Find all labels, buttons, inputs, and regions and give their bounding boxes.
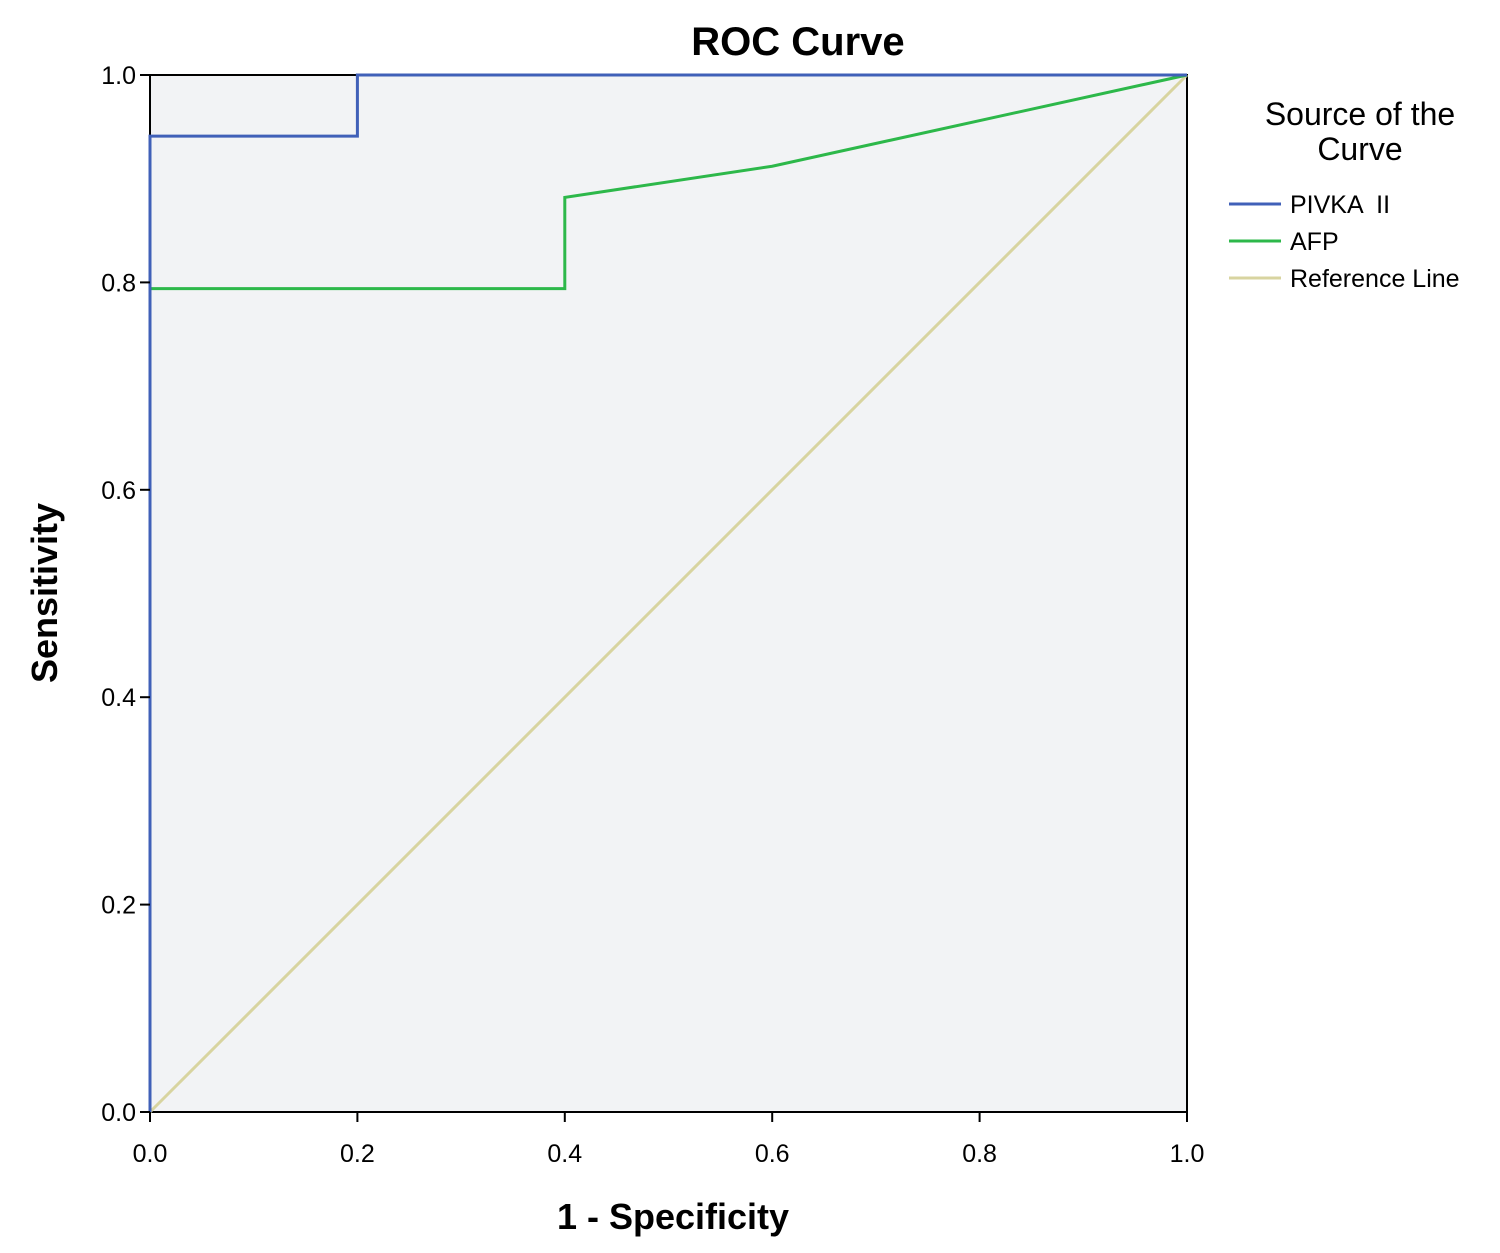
legend-title-line-1: Source of the xyxy=(1265,96,1455,132)
y-tick-label: 0.2 xyxy=(101,892,136,920)
x-axis-label: 1 - Specificity xyxy=(557,1196,789,1237)
series-line-pivka-ii xyxy=(148,73,1187,1112)
x-tick-label: 0.6 xyxy=(755,1140,790,1168)
y-tick-label: 1.0 xyxy=(101,62,136,90)
y-tick-label: 0.6 xyxy=(101,477,136,505)
legend: Source of the Curve PIVKA II AFP Reference… xyxy=(1229,96,1460,293)
y-axis-ticks: 0.0 0.2 0.4 0.6 0.8 1.0 xyxy=(101,62,150,1127)
x-axis-ticks: 0.0 0.2 0.4 0.6 0.8 1.0 xyxy=(133,1112,1205,1168)
y-tick-label: 0.4 xyxy=(101,684,136,712)
chart-title: ROC Curve xyxy=(691,20,904,64)
x-tick-label: 1.0 xyxy=(1170,1140,1205,1168)
series-line-reference-line xyxy=(148,73,1189,1114)
reference-layer xyxy=(148,73,1189,1114)
legend-title-line-2: Curve xyxy=(1317,131,1402,167)
legend-label-afp: AFP xyxy=(1290,228,1339,256)
y-axis-label: Sensitivity xyxy=(24,503,65,683)
series-layer xyxy=(148,73,1188,1112)
x-tick-label: 0.8 xyxy=(962,1140,997,1168)
legend-label-reference-line: Reference Line xyxy=(1290,265,1460,293)
y-tick-label: 0.8 xyxy=(101,269,136,297)
legend-items: PIVKA II AFP Reference Line xyxy=(1229,191,1460,293)
x-tick-label: 0.4 xyxy=(547,1140,582,1168)
legend-label-pivka-ii: PIVKA II xyxy=(1290,191,1390,219)
x-tick-label: 0.0 xyxy=(133,1140,168,1168)
x-tick-label: 0.2 xyxy=(340,1140,375,1168)
y-tick-label: 0.0 xyxy=(101,1099,136,1127)
